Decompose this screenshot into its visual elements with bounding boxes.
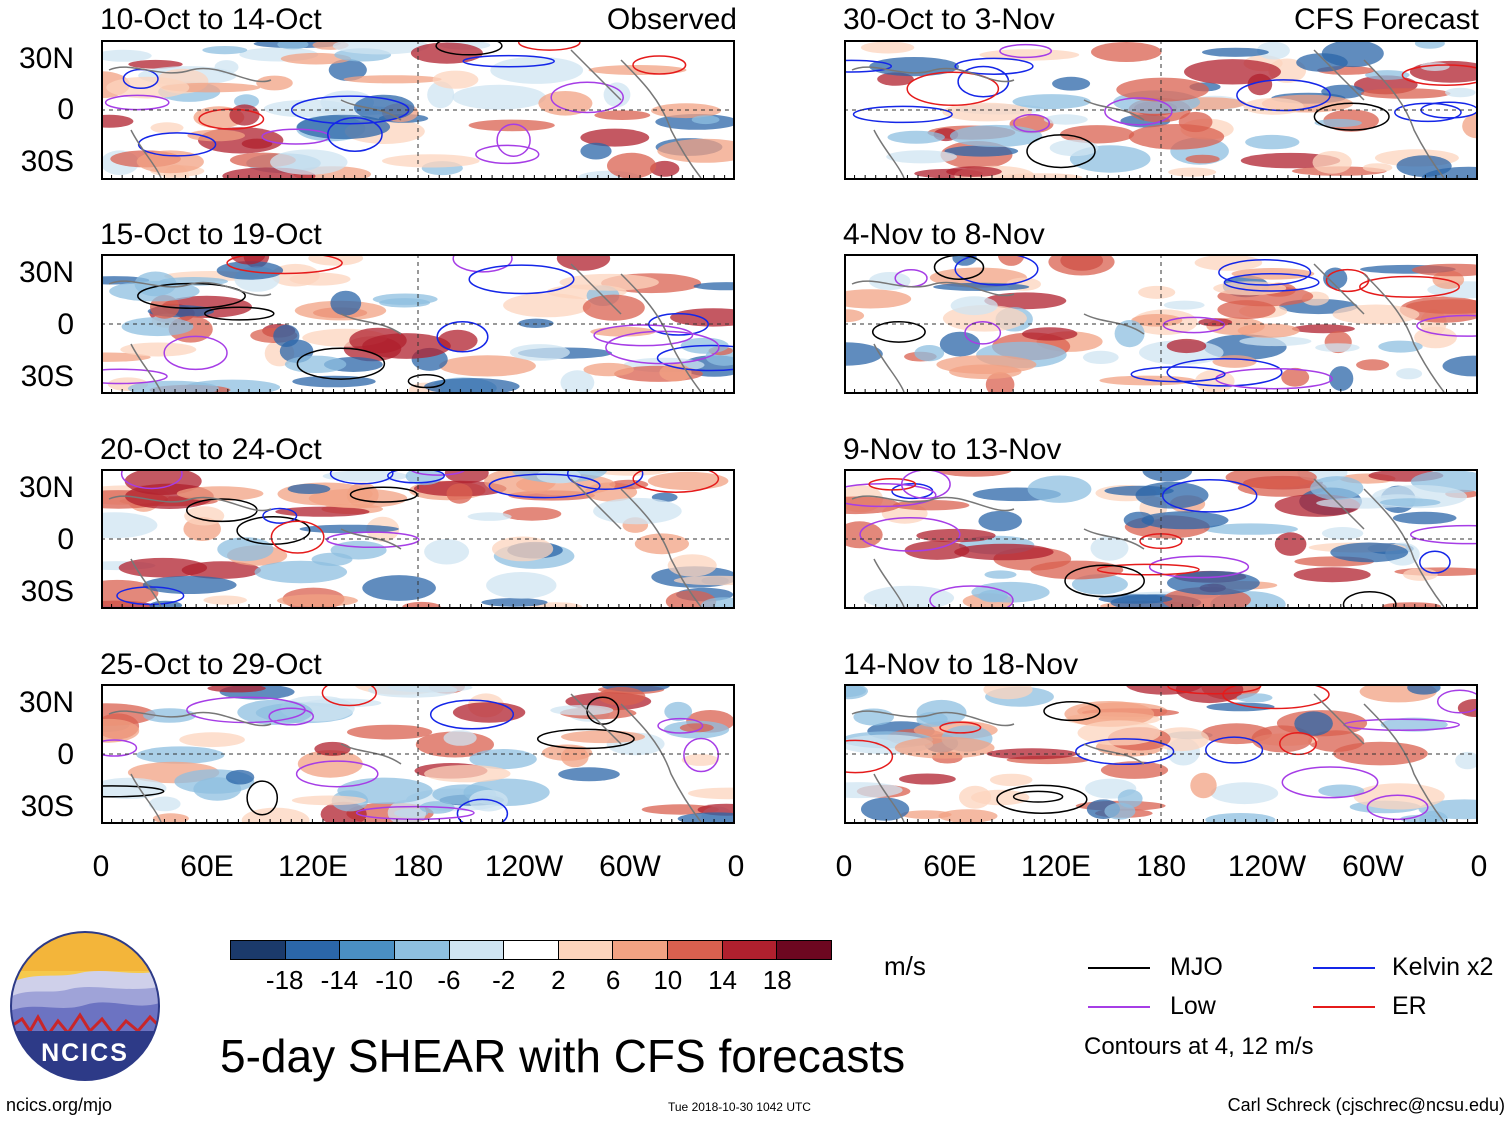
colorbar-swatch [449,941,505,959]
lat-label-0: 0 [57,738,74,771]
legend-line-kelvin [1313,967,1375,969]
footer-credit: Carl Schreck (cjschrec@ncsu.edu) [1227,1095,1505,1115]
map-forecast-1 [844,40,1478,180]
footer-url[interactable]: ncics.org/mjo [6,1095,113,1115]
colorbar-swatch [340,941,395,959]
observed-label: Observed [606,3,737,36]
colorbar-tick-label: 6 [605,965,621,995]
lat-label-30n: 30N [18,42,74,75]
lon-label-60e: 60E [180,850,234,883]
lat-label-30s: 30S [20,575,74,608]
legend-label-low: Low [1170,992,1216,1020]
colorbar-tick-label: 14 [708,965,737,995]
lat-label-30s: 30S [20,145,74,178]
colorbar-tick-label: -2 [492,965,516,995]
lat-label-0: 0 [57,308,74,341]
panel-title-obs-1: 10-Oct to 14-Oct [100,3,322,36]
colorbar-tick-label: 18 [762,965,792,995]
legend-line-low [1088,1006,1150,1008]
main-title: 5-day SHEAR with CFS forecasts [220,1030,906,1082]
legend-label-mjo: MJO [1170,953,1223,981]
colorbar-swatch [558,941,614,959]
lon-label-60w: 60W [599,850,661,883]
lon-label-180: 180 [392,850,444,883]
colorbar-swatch [394,941,450,959]
map-observed-4 [101,684,735,824]
colorbar-swatch [722,941,778,959]
legend-label-er: ER [1392,992,1427,1020]
lat-label-30s: 30S [20,790,74,823]
lon-label-120w: 120W [484,850,564,883]
lon-label-60e: 60E [923,850,977,883]
lat-label-0: 0 [57,523,74,556]
logo-text: NCICS [41,1039,129,1067]
colorbar-swatch [285,941,341,959]
colorbar [230,940,832,960]
colorbar-swatch [231,941,286,959]
map-forecast-2 [844,254,1478,394]
panel-title-obs-3: 20-Oct to 24-Oct [100,433,322,466]
panel-title-fcst-4: 14-Nov to 18-Nov [843,648,1079,681]
colorbar-swatch [777,941,832,959]
map-observed-2 [101,254,735,394]
lon-label-60w: 60W [1342,850,1404,883]
ncics-logo: NCICS [10,931,160,1081]
colorbar-tick-label: 2 [551,965,566,995]
lat-label-0: 0 [57,93,74,126]
colorbar-swatch [613,941,669,959]
colorbar-tick-label: -14 [320,965,359,995]
panel-title-obs-4: 25-Oct to 29-Oct [100,648,322,681]
lon-label-120e: 120E [1020,850,1092,883]
lon-label-0: 0 [92,850,110,883]
colorbar-tick-label: -10 [375,965,413,995]
map-forecast-3 [844,469,1478,609]
lat-label-30n: 30N [18,686,74,719]
legend-label-kelvin: Kelvin x2 [1392,953,1494,981]
lon-label-180: 180 [1135,850,1187,883]
colorbar-tick-label: -18 [265,965,304,995]
lon-label-120w: 120W [1227,850,1307,883]
map-forecast-4 [844,684,1478,824]
colorbar-tick-label: -6 [437,965,461,995]
colorbar-tick-label: 10 [653,965,683,995]
lon-label-120e: 120E [277,850,349,883]
colorbar-units: m/s [884,951,926,981]
legend-line-mjo [1088,967,1150,969]
colorbar-swatch [668,941,723,959]
contour-note: Contours at 4, 12 m/s [1084,1033,1314,1060]
lon-label-0-end: 0 [727,850,745,883]
legend-line-er [1313,1006,1375,1008]
lat-label-30n: 30N [18,256,74,289]
panel-title-fcst-2: 4-Nov to 8-Nov [843,218,1045,251]
lon-label-0: 0 [835,850,853,883]
colorbar-swatch [504,941,559,959]
panel-title-fcst-1: 30-Oct to 3-Nov [843,3,1055,36]
panel-title-fcst-3: 9-Nov to 13-Nov [843,433,1062,466]
forecast-label: CFS Forecast [1293,3,1479,36]
lat-label-30n: 30N [18,471,74,504]
lon-label-0-end: 0 [1470,850,1488,883]
map-observed-3 [101,469,735,609]
footer-timestamp: Tue 2018-10-30 1042 UTC [668,1100,811,1114]
panel-title-obs-2: 15-Oct to 19-Oct [100,218,322,251]
map-observed-1 [101,40,735,180]
lat-label-30s: 30S [20,360,74,393]
